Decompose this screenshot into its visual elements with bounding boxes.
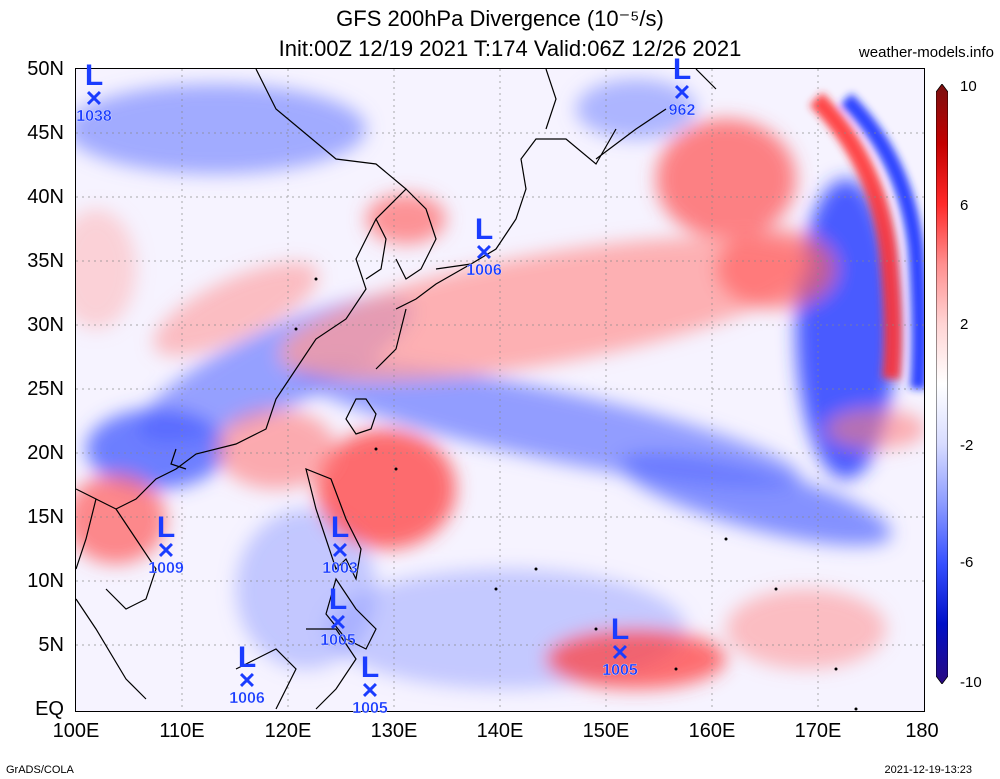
site-credit: weather-models.info	[858, 44, 994, 61]
colorbar-label: 2	[960, 316, 969, 333]
low-marker: L ✕ 1006	[229, 641, 265, 708]
y-tick-label: 10N	[27, 570, 64, 592]
y-tick-label: 40N	[27, 186, 64, 208]
low-marker: L ✕ 1005	[320, 583, 356, 650]
frontal-band	[809, 92, 924, 390]
map-grid	[76, 69, 924, 711]
x-tick-label: 170E	[794, 720, 842, 742]
colorbar-label: 6	[960, 197, 969, 214]
x-tick-label: 110E	[159, 720, 205, 742]
low-marker: L ✕ 1003	[322, 511, 358, 578]
y-tick-label: 5N	[38, 634, 64, 656]
low-marker: L ✕ 962	[668, 53, 696, 120]
chart-subtitle: Init:00Z 12/19 2021 T:174 Valid:06Z 12/2…	[278, 36, 742, 61]
x-tick-label: 180	[905, 720, 939, 742]
y-tick-label: 15N	[27, 506, 64, 528]
coastlines	[76, 69, 717, 710]
footer-credit: GrADS/COLA	[6, 764, 74, 776]
x-tick-label: 160E	[688, 720, 736, 742]
chart-title: GFS 200hPa Divergence (10⁻⁵/s)	[336, 6, 664, 31]
colorbar-label: -2	[960, 437, 974, 454]
x-tick-label: 100E	[52, 720, 100, 742]
low-marker: L ✕ 1005	[602, 613, 638, 680]
y-tick-label: 30N	[27, 314, 64, 336]
y-tick-label: 50N	[27, 58, 64, 80]
y-tick-label: 45N	[27, 122, 64, 144]
colorbar-label: 10	[960, 78, 977, 95]
low-marker: L ✕ 1009	[148, 511, 184, 578]
x-tick-label: 130E	[370, 720, 418, 742]
island-dots	[294, 277, 858, 711]
x-tick-label: 120E	[264, 720, 312, 742]
map-field-svg	[76, 69, 924, 711]
divergence-field	[76, 79, 924, 689]
x-tick-label: 150E	[582, 720, 630, 742]
low-marker: L ✕ 1006	[466, 213, 502, 280]
low-marker: L ✕ 1038	[76, 59, 112, 126]
footer-timestamp: 2021-12-19-13:23	[884, 764, 972, 776]
divergence-map	[75, 68, 925, 712]
y-tick-label: 25N	[27, 378, 64, 400]
x-tick-label: 140E	[476, 720, 524, 742]
y-tick-label: 35N	[27, 250, 64, 272]
colorbar-label: -10	[960, 674, 982, 691]
colorbar-label: -6	[960, 554, 974, 571]
low-marker: L ✕ 1005	[352, 651, 388, 718]
colorbar	[936, 84, 948, 684]
y-tick-label: EQ	[35, 698, 64, 720]
y-tick-label: 20N	[27, 442, 64, 464]
